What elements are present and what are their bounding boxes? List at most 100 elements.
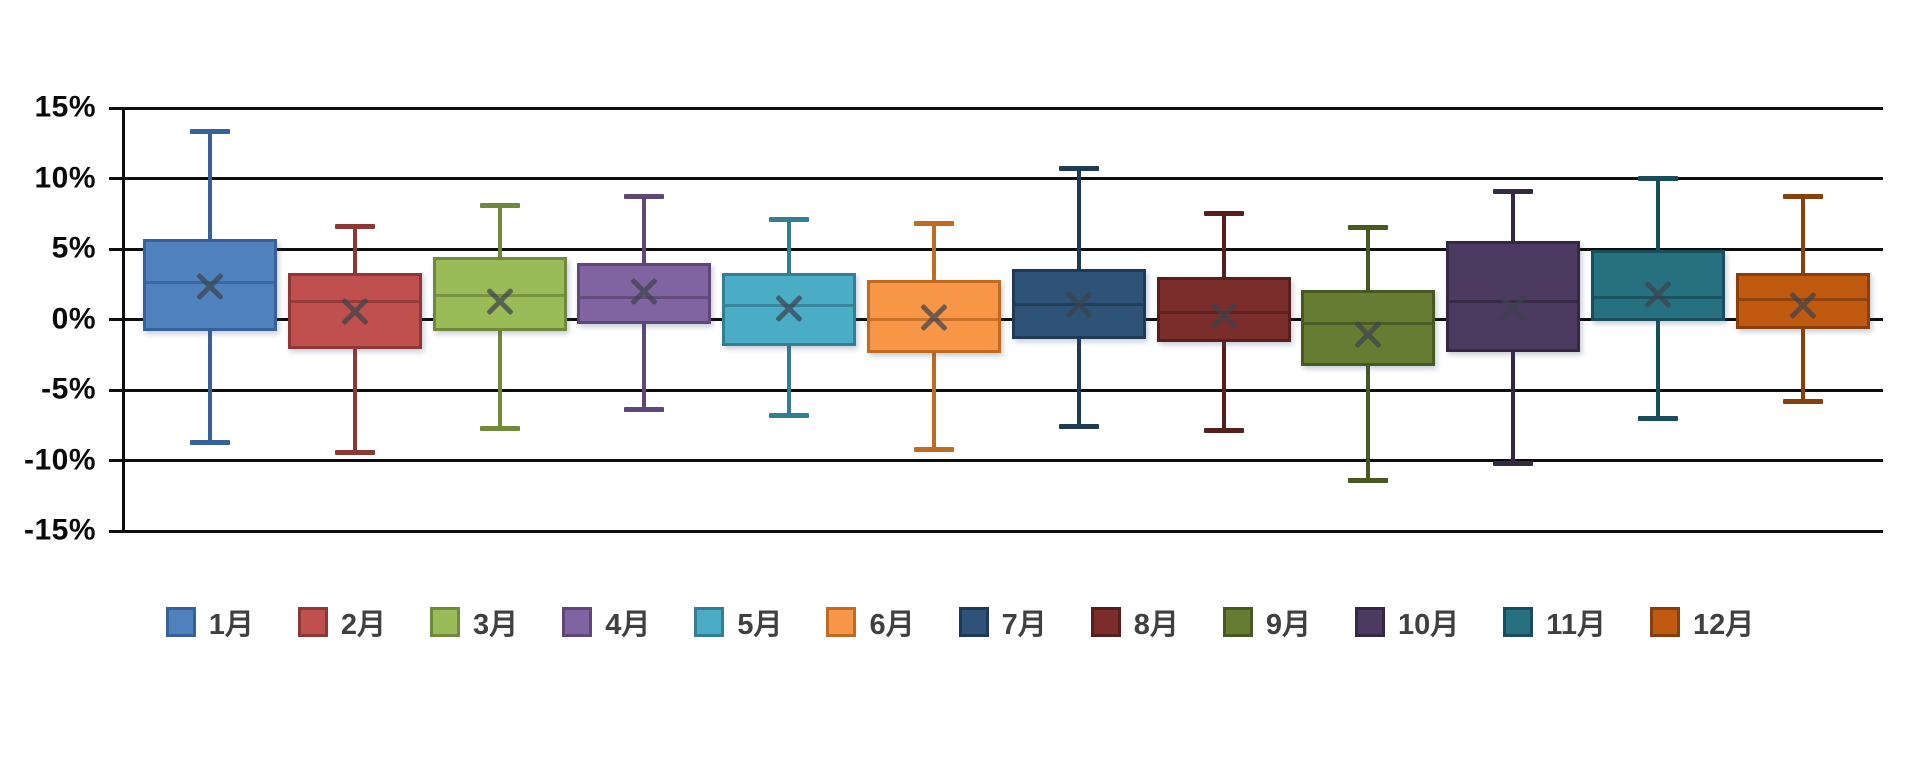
y-axis-labels: 15% 10% 5% 0% -5% -10% -15% bbox=[0, 90, 106, 546]
legend-swatch bbox=[430, 607, 461, 637]
y-axis-tick bbox=[109, 459, 139, 462]
legend-item: 9月 bbox=[1222, 601, 1312, 643]
mean-marker bbox=[1208, 299, 1240, 331]
legend-label: 7月 bbox=[1001, 609, 1047, 641]
legend-swatch bbox=[958, 607, 989, 637]
legend-swatch bbox=[297, 607, 328, 637]
whisker-cap-bottom bbox=[190, 439, 230, 445]
gridline bbox=[125, 388, 1883, 392]
y-axis-label: -5% bbox=[41, 372, 96, 406]
box bbox=[722, 272, 857, 347]
legend-item: 2月 bbox=[297, 601, 387, 643]
gridline bbox=[125, 106, 1883, 110]
legend-item: 8月 bbox=[1090, 601, 1179, 643]
y-axis-tick bbox=[109, 529, 139, 533]
legend-label: 12月 bbox=[1692, 609, 1755, 641]
whisker-cap-top bbox=[914, 221, 954, 227]
legend-item: 4月 bbox=[562, 601, 650, 643]
whisker-cap-bottom bbox=[1203, 428, 1244, 434]
legend-swatch bbox=[694, 607, 725, 637]
legend-label: 11月 bbox=[1546, 609, 1606, 641]
mean-marker bbox=[918, 301, 950, 333]
whisker-cap-top bbox=[479, 202, 520, 208]
legend-label: 2月 bbox=[340, 609, 387, 641]
legend-label: 1月 bbox=[208, 609, 254, 641]
whisker-cap-top bbox=[334, 223, 375, 229]
legend-item: 12月 bbox=[1649, 601, 1755, 643]
y-axis-label: 0% bbox=[51, 301, 96, 335]
whisker-cap-top bbox=[1203, 211, 1244, 217]
mean-marker bbox=[1497, 292, 1529, 324]
legend-label: 10月 bbox=[1398, 609, 1460, 641]
whisker-cap-top bbox=[1058, 166, 1099, 172]
legend-item: 10月 bbox=[1355, 601, 1459, 643]
whisker-cap-bottom bbox=[1348, 477, 1389, 483]
y-axis-label: -10% bbox=[23, 442, 96, 476]
legend-item: 3月 bbox=[430, 601, 518, 643]
mean-marker bbox=[1787, 289, 1819, 321]
y-axis-label: -15% bbox=[23, 513, 96, 547]
legend-label: 5月 bbox=[737, 609, 783, 641]
whisker-cap-top bbox=[1782, 194, 1823, 200]
legend-swatch bbox=[562, 607, 593, 637]
y-axis-tick bbox=[109, 247, 139, 251]
legend-item: 11月 bbox=[1503, 601, 1606, 643]
y-axis-tick bbox=[109, 388, 139, 392]
legend-item: 1月 bbox=[165, 601, 254, 643]
whisker-cap-top bbox=[190, 129, 230, 135]
gridline bbox=[125, 529, 1883, 533]
legend-swatch bbox=[165, 607, 196, 637]
mean-marker bbox=[1642, 278, 1674, 310]
mean-marker bbox=[194, 270, 226, 302]
gridline bbox=[125, 247, 1883, 251]
whisker-cap-bottom bbox=[1058, 424, 1099, 430]
legend-label: 9月 bbox=[1265, 609, 1312, 641]
whisker-cap-bottom bbox=[479, 425, 520, 431]
gridline bbox=[125, 177, 1883, 180]
whisker-cap-bottom bbox=[334, 449, 375, 455]
mean-marker bbox=[628, 275, 660, 307]
y-axis-tick bbox=[109, 177, 139, 180]
legend-label: 4月 bbox=[605, 609, 651, 641]
whisker-cap-bottom bbox=[1638, 415, 1678, 421]
legend: 1月 2月 3月 4月 5月 6月 7月 8月 9月 10月 11月 12月 bbox=[0, 596, 1920, 648]
legend-item: 5月 bbox=[694, 601, 782, 643]
mean-marker bbox=[1352, 318, 1384, 350]
whisker-cap-top bbox=[624, 194, 665, 200]
box bbox=[287, 272, 422, 350]
legend-swatch bbox=[1090, 607, 1121, 637]
mean-marker bbox=[1063, 288, 1095, 320]
legend-item: 6月 bbox=[826, 601, 915, 643]
whisker-cap-bottom bbox=[914, 446, 954, 452]
mean-marker bbox=[484, 285, 516, 317]
whisker-cap-bottom bbox=[769, 412, 810, 418]
legend-label: 8月 bbox=[1133, 609, 1179, 641]
legend-label: 3月 bbox=[473, 609, 519, 641]
legend-label: 6月 bbox=[869, 609, 915, 641]
plot-area bbox=[109, 106, 1883, 533]
mean-marker bbox=[339, 295, 371, 327]
y-axis-label: 5% bbox=[51, 231, 96, 265]
gridline bbox=[125, 318, 1883, 321]
box bbox=[1301, 289, 1436, 366]
whisker-cap-bottom bbox=[624, 407, 665, 413]
y-axis-label: 15% bbox=[34, 90, 96, 124]
whisker-cap-bottom bbox=[1782, 398, 1823, 404]
whisker-cap-top bbox=[1493, 188, 1534, 194]
legend-item: 7月 bbox=[958, 601, 1047, 643]
whisker-cap-top bbox=[1638, 176, 1678, 181]
legend-swatch bbox=[1649, 607, 1680, 637]
y-axis-tick bbox=[109, 106, 139, 110]
legend-swatch bbox=[1355, 607, 1386, 637]
legend-swatch bbox=[1503, 607, 1534, 637]
gridline bbox=[125, 459, 1883, 462]
y-axis-tick bbox=[109, 318, 139, 321]
legend-swatch bbox=[826, 607, 857, 637]
whisker-cap-top bbox=[769, 216, 810, 222]
whisker-cap-bottom bbox=[1493, 460, 1534, 466]
whisker-cap-top bbox=[1348, 225, 1389, 231]
mean-marker bbox=[773, 292, 805, 324]
y-axis-label: 10% bbox=[34, 160, 96, 194]
legend-swatch bbox=[1222, 607, 1253, 637]
